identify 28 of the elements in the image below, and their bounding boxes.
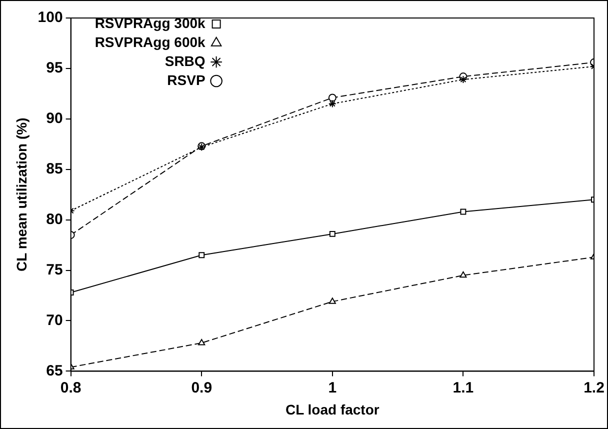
point (459, 76, 468, 84)
x-tick-label: 0.8 (60, 379, 82, 396)
x-tick-label: 1 (328, 379, 337, 396)
x-axis-title: CL load factor (285, 401, 380, 418)
y-tick-label: 90 (46, 110, 63, 128)
point (460, 271, 467, 278)
x-tick-label: 1.1 (452, 379, 474, 396)
y-tick-label: 75 (46, 261, 63, 278)
x-tick-label: 1.2 (584, 379, 604, 396)
legend-label: SRBQ (164, 52, 206, 69)
point (329, 230, 336, 237)
point (328, 100, 336, 108)
point (328, 94, 336, 102)
point (198, 338, 206, 346)
legend-label: RSVP (167, 72, 206, 88)
y-tick-label: 80 (46, 210, 63, 228)
point (460, 208, 466, 215)
y-axis-title: CL mean utilization (%) (13, 118, 30, 272)
y-tick-label: 65 (46, 362, 63, 380)
point (198, 252, 205, 258)
y-tick-label: 95 (46, 60, 63, 77)
x-tick-label: 0.9 (191, 379, 212, 396)
y-tick-label: 70 (46, 312, 63, 329)
legend-label: RSVPRAgg 600k (94, 34, 206, 50)
legend-label: RSVPRAgg 300k (94, 14, 206, 31)
point (328, 298, 336, 304)
y-tick-label: 85 (46, 160, 63, 178)
y-tick-label: 100 (38, 9, 63, 26)
